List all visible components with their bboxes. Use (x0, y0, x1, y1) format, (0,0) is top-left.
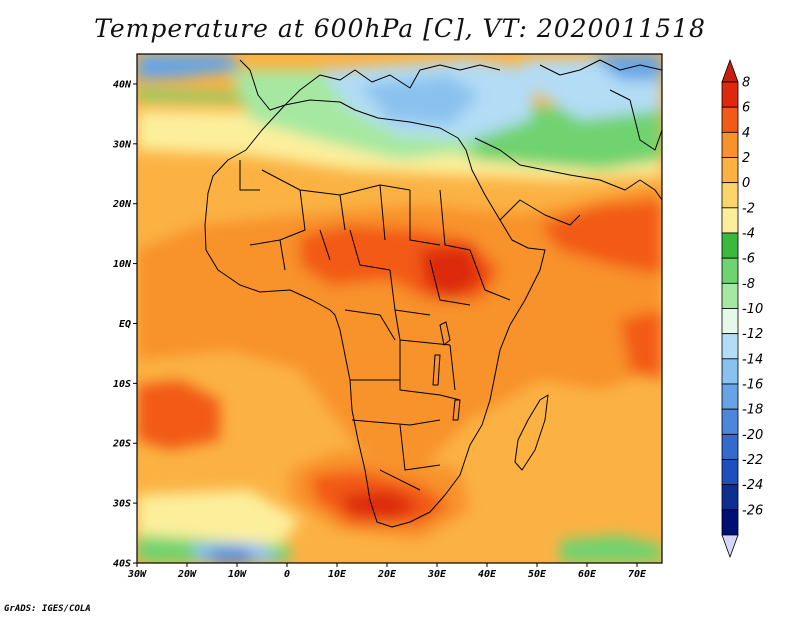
field-cold-ne-corner (590, 54, 662, 80)
lon-tick-label: 0 (284, 569, 290, 580)
colorbar-label: -2 (742, 201, 755, 216)
colorbar-swatch (721, 509, 739, 536)
longitude-axis: 30W 20W 10W 0 10E 20E 30E 40E 50E 60E 70E (127, 563, 647, 580)
colorbar-swatch (721, 257, 739, 284)
colorbar-swatch (721, 484, 739, 511)
colorbar-top-cap (721, 58, 739, 83)
lat-tick-label: 20S (112, 439, 131, 450)
temperature-field (137, 54, 662, 563)
lon-tick-label: 10W (228, 569, 247, 580)
field-warm-tropics (137, 185, 662, 470)
field-colder-mediterranean (360, 75, 480, 125)
field-green-southeast (560, 535, 662, 563)
colorbar-swatch (721, 232, 739, 259)
colorbar-swatch (721, 131, 739, 158)
lon-tick-label: 20W (177, 569, 197, 580)
colorbar-swatch (721, 433, 739, 460)
field-hot-arabian-sea (540, 200, 662, 275)
lon-tick-label: 30W (127, 569, 147, 580)
asia-coastline (539, 59, 662, 151)
colorbar-label: -12 (742, 327, 763, 342)
madagascar-coastline (514, 394, 549, 471)
colorbar-swatch (721, 383, 739, 410)
colorbar-label: 4 (742, 126, 750, 141)
colorbar-swatch (721, 106, 739, 133)
colorbar-label: -8 (742, 277, 755, 292)
colorbar-swatch (721, 157, 739, 184)
africa-coastline (204, 99, 546, 528)
colorbar-swatch (721, 81, 739, 108)
colorbar-swatch (721, 358, 739, 385)
field-hot-atlantic (137, 380, 220, 450)
lat-tick-label: 20N (112, 199, 132, 210)
colorbar-label: -4 (742, 227, 755, 242)
plot-frame (136, 53, 663, 564)
coastlines-and-borders (204, 59, 662, 528)
colorbar-label: -16 (742, 378, 763, 393)
field-colder-south (205, 548, 255, 563)
colorbar-label: 8 (742, 76, 750, 91)
lat-tick-label: 40S (113, 559, 131, 570)
lat-tick-label: 10S (113, 379, 131, 390)
colorbar-label: -6 (742, 252, 755, 267)
colorbar-swatch (721, 282, 739, 309)
colorbar: 8 6 4 2 0 -2 -4 -6 -8 -10 -12 -14 -16 -18 -20 -22 -24 -26 (721, 58, 763, 559)
colorbar-swatch (721, 308, 739, 335)
lat-tick-label: 40N (113, 79, 132, 90)
colorbar-swatch (721, 459, 739, 486)
colorbar-bottom-cap (721, 534, 739, 559)
colorbar-swatch (721, 182, 739, 209)
lon-tick-label: 40E (478, 569, 497, 580)
colorbar-swatch (721, 333, 739, 360)
lon-tick-label: 60E (578, 569, 597, 580)
arabia-coastline (474, 137, 662, 226)
lon-tick-label: 20E (377, 569, 397, 580)
lakes (432, 321, 461, 421)
lat-tick-label: 30S (112, 499, 131, 510)
lon-tick-label: 70E (628, 569, 647, 580)
field-pale-south (137, 490, 300, 545)
lon-tick-label: 50E (528, 569, 547, 580)
colorbar-swatch (721, 207, 739, 234)
country-borders (239, 160, 511, 491)
field-mint-med (230, 70, 480, 160)
colorbar-label: -18 (742, 403, 763, 418)
colorbar-label: -24 (742, 478, 763, 493)
field-hottest-cape (340, 490, 420, 520)
colorbar-label: 6 (742, 101, 750, 116)
field-coldest-corner (137, 54, 240, 80)
colorbar-label: -26 (742, 503, 763, 518)
chart-title: Temperature at 600hPa [C], VT: 202001151… (94, 14, 706, 43)
europe-coastline (239, 59, 501, 111)
grads-credit: GrADS: IGES/COLA (4, 604, 91, 614)
lon-tick-label: 30E (427, 569, 447, 580)
colorbar-label: 2 (742, 151, 750, 166)
colorbar-label: -22 (742, 453, 763, 468)
lon-tick-label: 10E (328, 569, 347, 580)
lat-tick-label: 10N (113, 259, 132, 270)
colorbar-swatch (721, 408, 739, 435)
lat-tick-label: EQ (119, 319, 131, 330)
latitude-axis: 40N 30N 20N 10N EQ 10S 20S 30S 40S (112, 79, 137, 570)
colorbar-label: -20 (742, 428, 763, 443)
field-hot-madagascar (620, 310, 662, 380)
colorbar-label: -10 (742, 302, 763, 317)
lat-tick-label: 30N (112, 139, 132, 150)
colorbar-label: -14 (742, 352, 763, 367)
colorbar-label: 0 (742, 176, 750, 191)
